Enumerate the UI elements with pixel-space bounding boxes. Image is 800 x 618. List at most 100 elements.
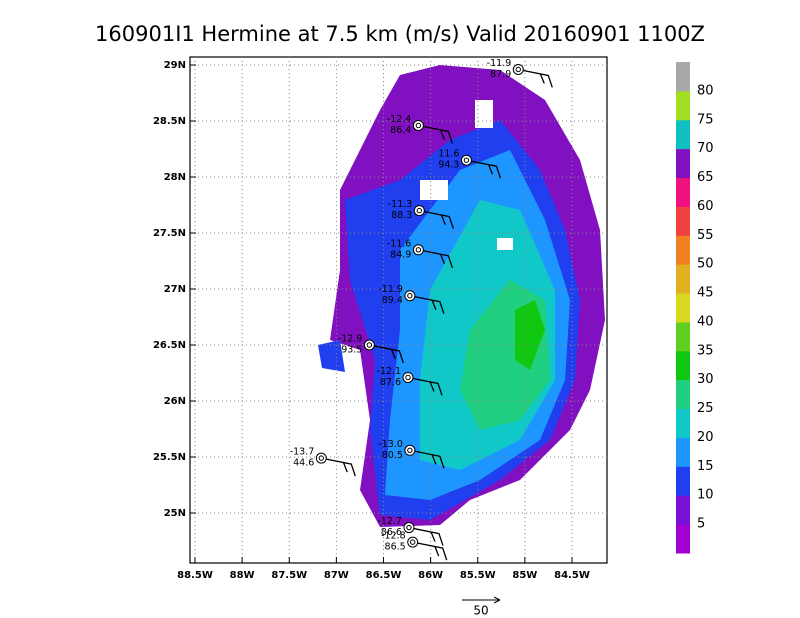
colorbar-label: 70 [697,141,714,156]
sonde-marker [412,244,424,256]
lat-label: 28.5N [153,116,186,127]
sonde-marker-inner [410,539,416,545]
sonde-marker [413,205,425,217]
lon-label: 85W [512,570,537,581]
sonde-marker [404,290,416,302]
dropsonde: -12.486.4 [387,114,453,144]
lat-label: 28N [164,172,186,183]
wind-barb [418,249,453,269]
sonde-marker [460,154,472,166]
sonde-marker-inner [318,455,324,461]
lat-label: 26N [164,396,186,407]
sonde-marker-inner [407,447,413,453]
lat-label: 27.5N [153,228,186,239]
dropsonde: -13.744.6 [290,447,356,477]
colorbar-segment [676,466,690,496]
colorbar-label: 35 [697,343,714,358]
scale-arrow-head [493,596,501,604]
colorbar-segment [676,350,690,381]
sonde-bottom-label: 84.9 [390,249,411,260]
colorbar-segment [676,206,690,236]
dropsonde: -12.886.5 [381,531,448,561]
sonde-marker-inner [407,293,413,299]
sonde-marker-inner [406,524,412,531]
dropsonde: -11.989.4 [378,284,445,314]
sonde-marker-inner [366,342,373,348]
lon-label: 86W [418,570,443,581]
colorbar-segment [676,379,690,410]
sonde-top-label: -12.9 [338,334,363,345]
sonde-top-label: -11.9 [378,284,403,295]
sonde-bottom-label: 86.5 [385,542,406,553]
lat-label: 25.5N [153,452,186,463]
lat-label: 25N [164,508,186,519]
dropsonde: 11.694.3 [438,149,502,179]
colorbar-segment [676,148,690,179]
colorbar-segment [676,495,690,525]
wind-barb [412,541,448,561]
colorbar-segment [676,119,690,150]
sonde-marker [315,452,327,464]
wind-barb [419,209,454,229]
dropsonde: -12.786.6 [377,516,444,546]
sonde-bottom-label: 86.4 [390,125,411,136]
lon-label: 87.5W [271,570,307,581]
wind-barb [369,344,404,364]
sonde-marker [403,522,415,534]
sonde-top-label: -11.3 [388,199,413,210]
wind-barb [518,68,553,88]
sonde-marker [402,371,414,383]
sonde-top-label: -11.9 [487,58,512,69]
wind-barb [407,376,443,396]
colorbar-segment [676,90,690,121]
lat-label: 26.5N [153,340,186,351]
colorbar-label: 60 [697,199,714,214]
sonde-bottom-label: 89.4 [382,295,403,306]
colorbar-label: 65 [697,170,714,185]
sonde-marker-inner [515,66,521,73]
lat-label: 27N [164,284,186,295]
dropsonde: -12.187.6 [376,366,443,396]
sonde-marker-inner [415,122,422,129]
colorbar-segment [676,293,690,323]
wind-barb [321,457,356,477]
sonde-marker-inner [463,157,470,163]
sonde-top-label: -12.8 [381,531,406,542]
colorbar-segment [676,264,690,294]
sonde-marker [412,119,424,131]
sonde-marker [407,536,419,548]
sonde-top-label: -12.7 [377,516,402,527]
colorbar-label: 20 [697,430,714,445]
colorbar-segment [676,177,690,207]
sonde-top-label: -13.0 [378,439,403,450]
sonde-top-label: -13.7 [290,447,315,458]
lon-label: 85.5W [460,570,496,581]
lat-label: 29N [164,60,186,71]
sonde-bottom-label: 86.6 [381,527,402,538]
sonde-bottom-label: 88.3 [391,210,412,221]
sonde-marker [404,444,416,456]
colorbar-label: 45 [697,286,714,301]
colorbar-segment [676,235,690,265]
colorbar-segment [676,321,690,352]
colorbar-segment [676,524,690,554]
sonde-bottom-label: 94.3 [438,160,459,171]
colorbar-label: 5 [697,517,705,532]
scale-label: 50 [473,604,488,618]
colorbar-label: 25 [697,401,714,416]
colorbar-label: 30 [697,372,714,387]
colorbar-label: 40 [697,314,714,329]
wind-field [318,65,605,527]
sonde-marker-inner [416,207,423,214]
sonde-top-label: -12.4 [387,114,412,125]
map-frame [189,56,608,564]
sonde-top-label: -12.1 [376,366,401,377]
wind-barb [409,295,445,314]
dropsonde: -11.388.3 [388,199,454,229]
sonde-marker [512,63,524,75]
sonde-bottom-label: 80.5 [382,450,403,461]
sonde-top-label: -11.6 [387,238,412,249]
colorbar-label: 55 [697,228,714,243]
colorbar-segment [676,62,690,92]
